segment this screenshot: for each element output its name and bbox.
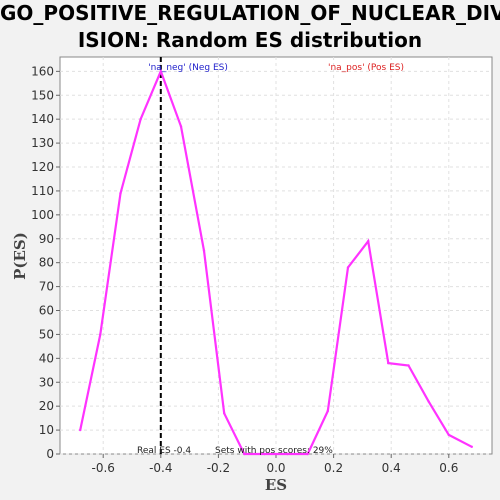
y-tick-label: 100	[31, 208, 54, 222]
pos-es-label: 'na_pos' (Pos ES)	[328, 63, 404, 73]
data-point	[326, 409, 329, 413]
y-tick-label: 40	[39, 351, 54, 365]
y-tick-label: 90	[39, 232, 54, 246]
data-point	[99, 333, 102, 336]
x-axis-ticks: -0.6 -0.4 -0.2 0.0 0.2 0.4 0.6	[91, 454, 458, 475]
data-point	[139, 118, 142, 121]
x-axis-label: ES	[265, 476, 287, 494]
x-tick-label: 0.4	[382, 461, 401, 475]
data-point	[202, 249, 206, 252]
y-tick-label: 120	[31, 160, 54, 174]
data-point	[447, 433, 450, 437]
pos-scores-note: Sets with pos scores: 29%	[215, 446, 333, 456]
chart-title: GO_POSITIVE_REGULATION_OF_NUCLEAR_DIV IS…	[0, 0, 500, 54]
data-point	[223, 412, 226, 415]
x-tick-label: 0.6	[439, 461, 458, 475]
y-tick-label: 140	[31, 112, 54, 126]
data-point	[159, 70, 162, 73]
data-point	[346, 266, 350, 269]
y-axis-ticks: 0 10 20 30 40 50 60 70 80 90 100 110 120 130 140 150 160	[31, 64, 60, 461]
x-tick-label: -0.2	[207, 461, 230, 475]
data-point	[79, 428, 82, 432]
data-point	[179, 125, 183, 128]
y-tick-label: 130	[31, 136, 54, 150]
y-tick-label: 0	[46, 447, 54, 461]
data-point	[243, 452, 246, 456]
y-tick-label: 10	[39, 423, 54, 437]
x-tick-label: -0.4	[149, 461, 172, 475]
y-tick-label: 60	[39, 304, 54, 318]
data-point	[119, 192, 122, 195]
y-axis-label: P(ES)	[11, 232, 29, 280]
data-point	[407, 364, 410, 367]
series-line	[79, 68, 473, 456]
x-tick-label: 0.2	[324, 461, 343, 475]
grid-lines	[60, 57, 492, 455]
data-point	[387, 361, 390, 365]
y-tick-label: 160	[31, 64, 54, 78]
x-tick-label: 0.0	[266, 461, 285, 475]
y-tick-label: 30	[39, 375, 54, 389]
chart-title-line-2: ISION: Random ES distribution	[77, 28, 423, 52]
data-point	[306, 452, 309, 456]
series-points	[79, 70, 473, 456]
real-es-note: Real ES -0.4	[137, 446, 191, 456]
neg-es-label: 'na_neg' (Neg ES)	[148, 63, 228, 73]
y-tick-label: 20	[39, 399, 54, 413]
data-point	[427, 400, 430, 403]
data-point	[470, 445, 473, 448]
x-tick-label: -0.6	[91, 461, 114, 475]
chart-title-line-1: GO_POSITIVE_REGULATION_OF_NUCLEAR_DIV	[0, 1, 500, 25]
data-point	[286, 452, 289, 456]
y-tick-label: 50	[39, 327, 54, 341]
y-tick-label: 150	[31, 88, 54, 102]
y-tick-label: 80	[39, 256, 54, 270]
y-tick-label: 110	[31, 184, 54, 198]
data-point	[263, 452, 266, 456]
data-point	[367, 240, 370, 243]
y-tick-label: 70	[39, 280, 54, 294]
